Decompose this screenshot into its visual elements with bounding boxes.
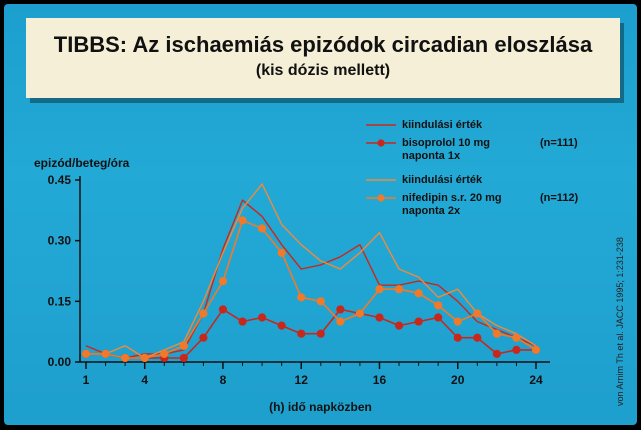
legend-swatch [366, 139, 396, 147]
data-point [160, 349, 169, 359]
data-point [473, 333, 482, 342]
data-point [257, 313, 267, 322]
data-point [81, 349, 91, 359]
legend-label-line: nifedipin s.r. 20 mg [402, 192, 502, 204]
data-point [140, 353, 149, 363]
data-point [218, 305, 228, 314]
x-tick-label: 8 [220, 373, 227, 387]
data-point [336, 305, 345, 314]
legend-label: nifedipin s.r. 20 mg naponta 2x [402, 192, 502, 218]
data-point [101, 349, 110, 359]
legend-label-line: bisoprolol 10 mg [402, 137, 491, 149]
legend-item: kiindulási érték [364, 173, 624, 191]
legend-n-count: (n=111) [540, 137, 578, 149]
data-point [414, 289, 423, 298]
legend-swatch [366, 194, 396, 202]
legend-label: kiindulási érték [402, 119, 482, 132]
data-point [531, 345, 541, 354]
data-point [375, 285, 384, 294]
data-point [336, 317, 345, 326]
data-point [394, 321, 404, 330]
data-point [238, 216, 247, 225]
legend-n-count: (n=112) [540, 192, 579, 204]
data-point [316, 297, 325, 306]
data-point [414, 317, 423, 326]
x-tick-label: 20 [451, 373, 465, 387]
data-point [257, 224, 267, 233]
data-point [394, 285, 404, 294]
legend-label-line: kiindulási érték [402, 119, 483, 131]
x-tick-label: 16 [373, 373, 387, 387]
legend-label: bisoprolol 10 mg naponta 1x [402, 137, 490, 163]
chart-subtitle: (kis dózis mellett) [255, 62, 391, 79]
legend: kiindulási érték bisoprolol 10 mg naponta … [364, 118, 624, 222]
data-point [473, 309, 482, 318]
chart-title: TIBBS: Az ischaemiás epizódok circadian … [53, 32, 593, 57]
data-point [218, 277, 228, 286]
data-point [316, 329, 325, 338]
data-point [434, 301, 443, 310]
data-point [492, 329, 501, 338]
data-point [297, 293, 306, 302]
data-point [375, 313, 384, 322]
data-point [199, 309, 208, 318]
legend-label-line: naponta 1x [402, 150, 461, 162]
legend-swatch [366, 124, 396, 126]
y-tick-label: 0.45 [48, 173, 72, 187]
data-point [238, 317, 247, 326]
y-tick-label: 0.30 [48, 234, 72, 248]
legend-swatch [366, 179, 396, 181]
series-line-3 [86, 183, 537, 359]
x-tick-label: 12 [295, 373, 309, 387]
legend-label-line: naponta 2x [402, 205, 461, 217]
data-point [453, 317, 462, 326]
y-tick-label: 0.15 [48, 294, 72, 308]
data-point [179, 353, 188, 363]
y-axis-label: epizód/beteg/óra [34, 156, 130, 170]
data-point [453, 333, 462, 342]
data-point [492, 349, 501, 359]
data-point [179, 341, 188, 350]
data-point [434, 313, 443, 322]
data-point [512, 333, 521, 342]
x-axis-label: (h) idő napközben [269, 400, 372, 414]
slide: TIBBS: Az ischaemiás epizódok circadian … [4, 4, 637, 425]
legend-label-line: kiindulási érték [402, 174, 483, 186]
legend-item: kiindulási érték [364, 118, 624, 136]
data-point [199, 333, 208, 342]
data-point [512, 345, 521, 354]
legend-label: kiindulási érték [402, 174, 482, 187]
x-tick-label: 1 [83, 373, 90, 387]
data-point [355, 309, 365, 318]
title-box: TIBBS: Az ischaemiás epizódok circadian … [26, 18, 620, 98]
line-chart: 0.00 0.15 0.30 0.45 1 4 8 12 16 20 24 [48, 173, 550, 387]
legend-item: nifedipin s.r. 20 mg naponta 2x (n=112) [364, 191, 624, 222]
x-tick-label: 4 [141, 373, 148, 387]
data-point [297, 329, 306, 338]
data-point [277, 321, 286, 330]
legend-item: bisoprolol 10 mg naponta 1x (n=111) [364, 136, 624, 167]
x-tick-label: 24 [529, 373, 543, 387]
y-tick-label: 0.00 [48, 355, 72, 369]
data-point [121, 353, 130, 363]
data-point [277, 248, 286, 257]
